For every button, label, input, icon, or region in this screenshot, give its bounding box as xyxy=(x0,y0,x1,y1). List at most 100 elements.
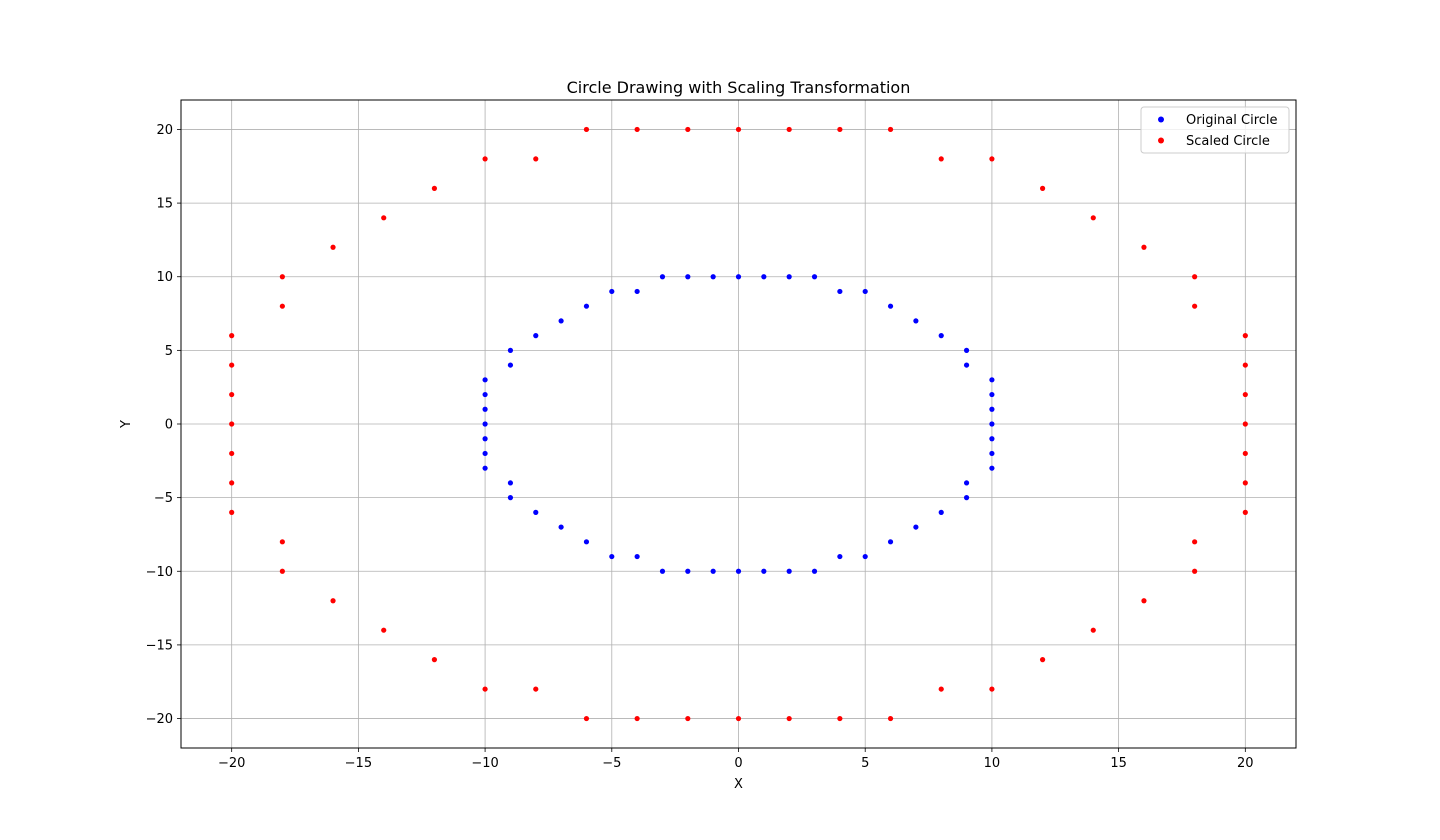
scaled-circle-point xyxy=(735,715,742,722)
original-circle-point xyxy=(609,288,615,295)
scaled-circle-point xyxy=(634,715,640,722)
original-circle-point xyxy=(533,509,539,515)
scaled-circle-point xyxy=(381,627,387,633)
scaled-circle-point xyxy=(837,126,843,133)
scaled-circle-point xyxy=(989,686,995,692)
original-circle-point xyxy=(507,347,514,353)
scaled-circle-point xyxy=(1192,274,1198,280)
original-circle-point xyxy=(482,421,488,427)
legend-marker-scaled xyxy=(1158,137,1164,144)
original-circle-point xyxy=(482,377,488,383)
x-tick-label: −15 xyxy=(345,756,372,771)
x-tick-label: 20 xyxy=(1237,756,1254,771)
original-circle-point xyxy=(710,274,716,280)
original-circle-point xyxy=(989,436,995,442)
scaled-circle-point xyxy=(1242,450,1248,457)
original-circle-point xyxy=(482,406,488,412)
original-circle-point xyxy=(659,274,666,280)
y-tick-label: −10 xyxy=(146,565,173,580)
scaled-circle-point xyxy=(1039,657,1046,663)
scaled-circle-point xyxy=(1090,627,1096,633)
original-circle-point xyxy=(735,274,742,280)
original-circle-point xyxy=(558,524,564,530)
original-circle-point xyxy=(482,450,488,457)
original-circle-point xyxy=(482,465,488,471)
scaled-circle-point xyxy=(735,126,742,133)
data-points xyxy=(229,126,1248,722)
x-tick-label: −10 xyxy=(471,756,498,771)
scaled-circle-point xyxy=(330,244,336,250)
scaled-circle-point xyxy=(279,303,285,309)
original-circle-point xyxy=(963,362,970,368)
original-circle-point xyxy=(887,539,894,545)
scaled-circle-point xyxy=(583,715,590,722)
original-circle-point xyxy=(507,480,514,486)
original-circle-point xyxy=(609,553,615,560)
x-tick-label: −20 xyxy=(218,756,245,771)
scaled-circle-point xyxy=(1242,391,1248,398)
scaled-circle-point xyxy=(837,715,843,722)
scaled-circle-point xyxy=(1192,568,1198,574)
scaled-circle-point xyxy=(989,156,995,162)
original-circle-point xyxy=(938,509,944,515)
scaled-circle-point xyxy=(786,715,792,722)
y-tick-label: −5 xyxy=(154,491,173,506)
original-circle-point xyxy=(533,333,539,339)
original-circle-point xyxy=(507,495,514,501)
original-circle-point xyxy=(634,553,640,560)
original-circle-point xyxy=(583,539,590,545)
scaled-circle-point xyxy=(482,156,488,162)
scaled-circle-point xyxy=(279,568,285,574)
y-tick-label: 15 xyxy=(156,197,173,212)
scaled-circle-point xyxy=(1242,480,1248,486)
original-circle-point xyxy=(963,480,970,486)
legend-label-original: Original Circle xyxy=(1186,113,1278,128)
scaled-circle-point xyxy=(279,539,285,545)
original-circle-point xyxy=(989,391,995,398)
original-circle-point xyxy=(735,568,742,574)
original-circle-point xyxy=(482,436,488,442)
scaled-circle-point xyxy=(1192,303,1198,309)
legend-label-scaled: Scaled Circle xyxy=(1186,134,1270,149)
y-tick-label: 10 xyxy=(156,270,173,285)
x-axis-label: X xyxy=(734,777,743,792)
original-circle-point xyxy=(862,553,868,560)
original-circle-point xyxy=(482,391,488,398)
y-axis-label: Y xyxy=(119,420,134,429)
scaled-circle-point xyxy=(1090,215,1096,221)
y-tick-label: 5 xyxy=(165,344,173,359)
scaled-circle-point xyxy=(786,126,792,133)
original-circle-point xyxy=(811,274,818,280)
legend: Original Circle Scaled Circle xyxy=(1140,106,1290,154)
y-tick-label: −20 xyxy=(146,712,173,727)
original-circle-point xyxy=(989,450,995,457)
scaled-circle-point xyxy=(887,126,894,133)
axis-ticks: −20 −15 −10 −5 0 5 10 15 20 −20 −15 −10 −5 0 5 10 15 20 xyxy=(146,123,1254,771)
original-circle-point xyxy=(862,288,868,295)
original-circle-point xyxy=(761,274,767,280)
original-circle-point xyxy=(507,362,514,368)
scaled-circle-point xyxy=(1242,362,1248,368)
original-circle-point xyxy=(837,288,843,295)
scaled-circle-point xyxy=(1192,539,1198,545)
x-tick-label: 5 xyxy=(861,756,869,771)
scaled-circle-point xyxy=(1141,598,1147,604)
y-tick-label: −15 xyxy=(146,638,173,653)
scaled-circle-point xyxy=(634,126,640,133)
scaled-circle-point xyxy=(1039,185,1046,191)
original-circle-point xyxy=(558,318,564,324)
scaled-circle-point xyxy=(583,126,590,133)
series-scaled xyxy=(229,126,1248,722)
original-circle-point xyxy=(811,568,818,574)
scaled-circle-point xyxy=(229,480,235,486)
scaled-circle-point xyxy=(482,686,488,692)
y-tick-label: 0 xyxy=(165,418,173,433)
scaled-circle-point xyxy=(1141,244,1147,250)
original-circle-point xyxy=(963,347,970,353)
original-circle-point xyxy=(938,333,944,339)
original-circle-point xyxy=(761,568,767,574)
scaled-circle-point xyxy=(938,156,944,162)
original-circle-point xyxy=(685,274,691,280)
scaled-circle-point xyxy=(229,421,235,427)
